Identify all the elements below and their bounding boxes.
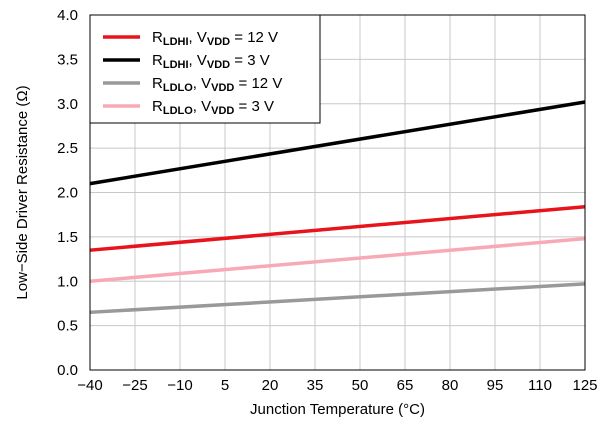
legend-entry: RLDHI, VVDD = 12 V (152, 29, 278, 48)
x-tick-label: 125 (572, 377, 597, 394)
y-tick-label: 1.0 (57, 273, 78, 290)
y-tick-label: 3.5 (57, 51, 78, 68)
y-tick-labels: 0.0 0.5 1.0 1.5 2.0 2.5 3.0 3.5 4.0 (57, 7, 78, 379)
x-tick-label: 50 (352, 377, 369, 394)
x-tick-label: 20 (262, 377, 279, 394)
y-axis-label: Low−Side Driver Resistance (Ω) (14, 85, 31, 299)
series-lines (89, 100, 586, 315)
series-line-4 (89, 236, 586, 283)
x-tick-labels: −40 −25 −10 5 20 35 50 65 80 95 110 125 (77, 377, 597, 394)
y-tick-label: 0.5 (57, 318, 78, 335)
y-tick-label: 1.5 (57, 229, 78, 246)
legend-entry: RLDLO, VVDD = 3 V (152, 98, 274, 117)
y-tick-label: 2.0 (57, 185, 78, 202)
x-tick-label: 80 (442, 377, 459, 394)
series-line-2 (89, 100, 586, 186)
legend: RLDHI, VVDD = 12 V RLDHI, VVDD = 3 V RLDLO… (89, 14, 321, 124)
x-tick-label: 35 (307, 377, 324, 394)
x-tick-label: −25 (122, 377, 147, 394)
legend-entry: RLDHI, VVDD = 3 V (152, 52, 270, 71)
series-line-1 (89, 204, 586, 252)
y-tick-label: 3.0 (57, 96, 78, 113)
x-tick-label: 110 (528, 377, 552, 394)
plot-frame (89, 14, 586, 371)
series-line-3 (89, 282, 586, 315)
y-tick-label: 0.0 (57, 362, 78, 379)
legend-entry: RLDLO, VVDD = 12 V (152, 75, 282, 94)
x-tick-label: 95 (487, 377, 504, 394)
y-tick-label: 4.0 (57, 7, 78, 24)
y-tick-label: 2.5 (57, 140, 78, 157)
x-tick-label: 5 (221, 377, 229, 394)
x-axis-label: Junction Temperature (°C) (250, 401, 425, 418)
x-tick-label: −10 (167, 377, 192, 394)
x-tick-label: 65 (397, 377, 414, 394)
x-tick-label: −40 (77, 377, 102, 394)
